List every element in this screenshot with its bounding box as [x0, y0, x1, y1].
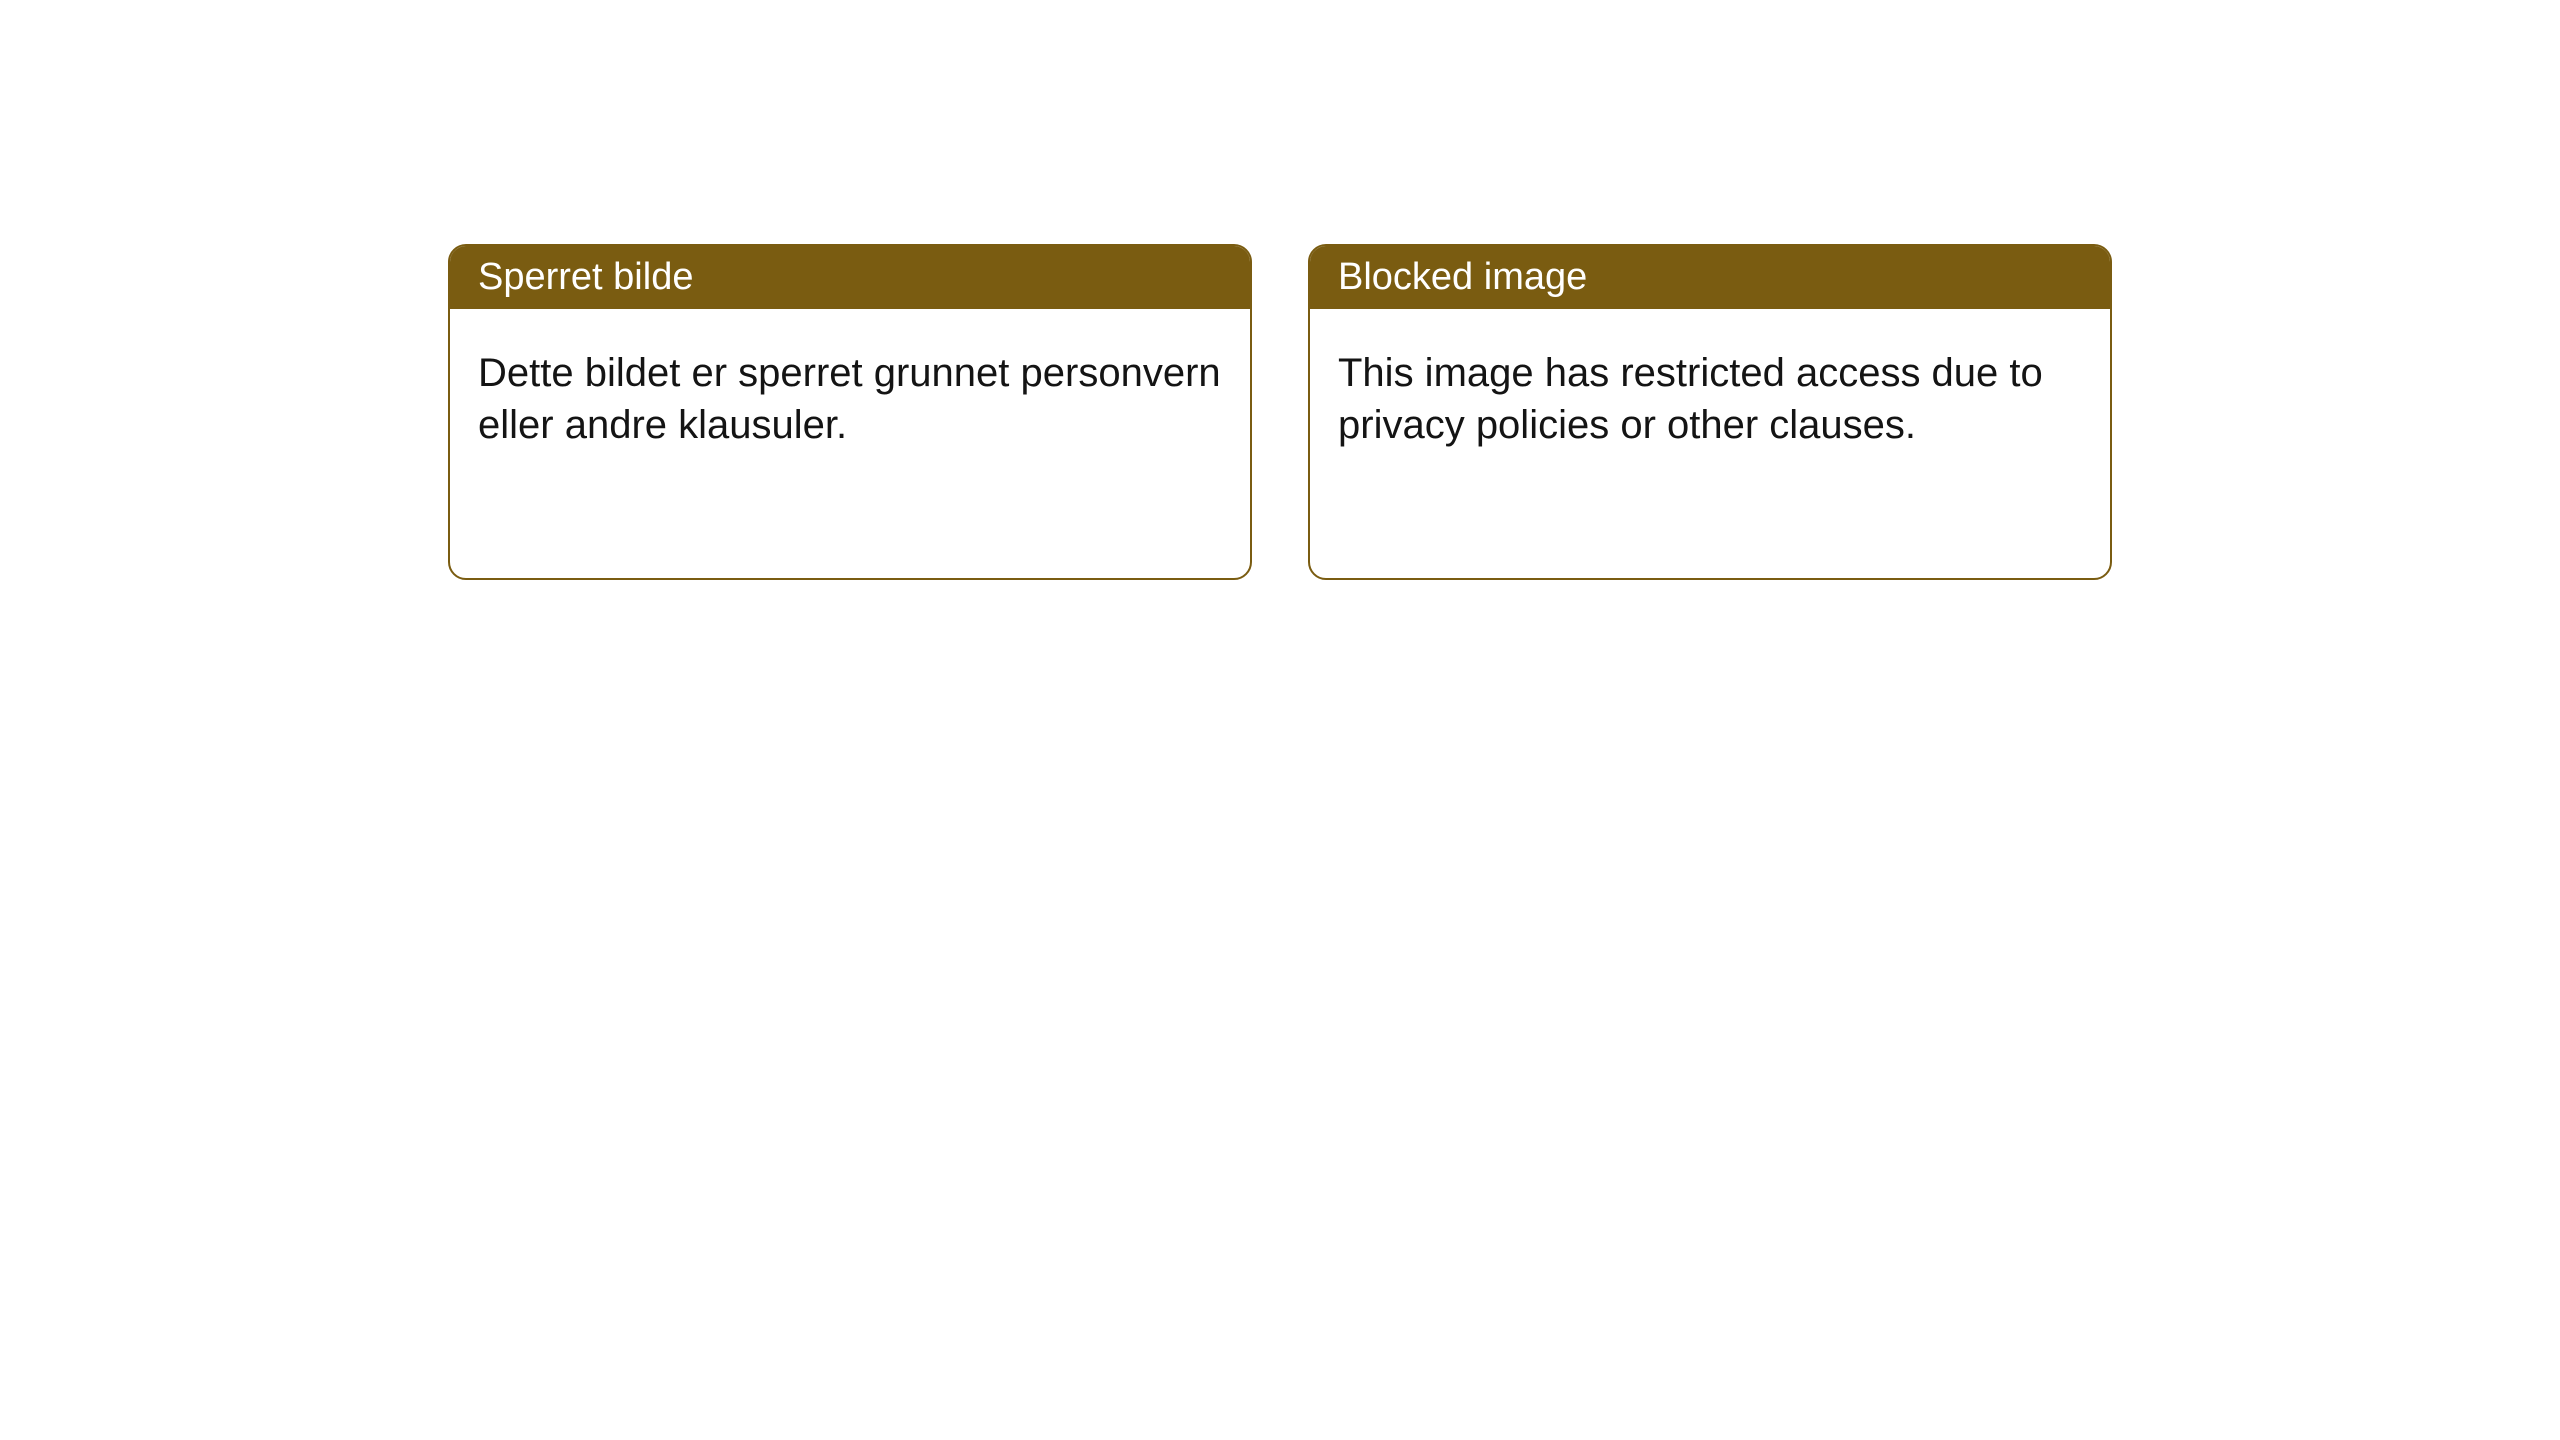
card-body: Dette bildet er sperret grunnet personve…	[450, 309, 1250, 489]
blocked-image-card-no: Sperret bilde Dette bildet er sperret gr…	[448, 244, 1252, 580]
notice-container: Sperret bilde Dette bildet er sperret gr…	[0, 0, 2560, 580]
blocked-image-card-en: Blocked image This image has restricted …	[1308, 244, 2112, 580]
card-body-text: This image has restricted access due to …	[1338, 351, 2043, 447]
card-title: Blocked image	[1338, 256, 1587, 298]
card-body: This image has restricted access due to …	[1310, 309, 2110, 489]
card-body-text: Dette bildet er sperret grunnet personve…	[478, 351, 1221, 447]
card-header: Sperret bilde	[450, 246, 1250, 309]
card-title: Sperret bilde	[478, 256, 693, 298]
card-header: Blocked image	[1310, 246, 2110, 309]
